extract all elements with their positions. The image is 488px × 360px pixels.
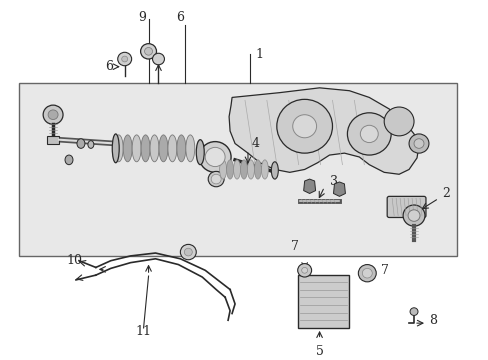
Bar — [297, 275, 349, 328]
Circle shape — [211, 174, 221, 184]
Ellipse shape — [233, 160, 240, 179]
Circle shape — [205, 147, 224, 167]
Text: 5: 5 — [315, 345, 323, 358]
FancyBboxPatch shape — [386, 196, 425, 217]
Circle shape — [407, 210, 419, 221]
Circle shape — [48, 110, 58, 120]
Circle shape — [346, 113, 390, 155]
Circle shape — [358, 265, 375, 282]
Circle shape — [413, 139, 423, 148]
Circle shape — [141, 44, 156, 59]
FancyBboxPatch shape — [47, 136, 59, 144]
Text: 3: 3 — [329, 175, 337, 188]
Ellipse shape — [150, 135, 159, 162]
Text: 9: 9 — [139, 11, 146, 24]
Polygon shape — [333, 182, 345, 196]
Ellipse shape — [141, 135, 150, 162]
Circle shape — [152, 53, 164, 65]
Ellipse shape — [240, 160, 247, 179]
Ellipse shape — [132, 135, 141, 162]
Text: 2: 2 — [441, 187, 449, 200]
Circle shape — [360, 125, 377, 143]
Polygon shape — [303, 179, 315, 193]
Circle shape — [122, 56, 127, 62]
Circle shape — [409, 308, 417, 315]
Ellipse shape — [261, 160, 268, 179]
Circle shape — [408, 134, 428, 153]
Circle shape — [208, 171, 224, 187]
Circle shape — [184, 248, 192, 256]
Ellipse shape — [177, 135, 185, 162]
Circle shape — [43, 105, 63, 124]
Text: 10: 10 — [67, 254, 83, 267]
Bar — [19, 83, 456, 256]
Ellipse shape — [159, 135, 167, 162]
Ellipse shape — [247, 160, 254, 179]
Circle shape — [276, 99, 332, 153]
Circle shape — [180, 244, 196, 260]
Circle shape — [199, 141, 231, 172]
Ellipse shape — [226, 160, 233, 179]
Circle shape — [292, 115, 316, 138]
Circle shape — [402, 205, 424, 226]
Text: 7: 7 — [290, 240, 298, 253]
Ellipse shape — [114, 135, 123, 162]
Ellipse shape — [219, 160, 226, 179]
Circle shape — [118, 52, 131, 66]
Ellipse shape — [77, 139, 85, 148]
Text: 4: 4 — [251, 137, 260, 150]
Text: 6: 6 — [104, 60, 113, 73]
Ellipse shape — [196, 140, 204, 165]
Circle shape — [384, 107, 413, 136]
Text: 1: 1 — [255, 48, 264, 61]
Circle shape — [144, 48, 152, 55]
Text: 11: 11 — [135, 325, 151, 338]
Ellipse shape — [254, 160, 261, 179]
Ellipse shape — [123, 135, 132, 162]
Circle shape — [297, 264, 311, 277]
Circle shape — [301, 267, 307, 273]
Polygon shape — [228, 88, 418, 174]
Ellipse shape — [88, 141, 94, 148]
Ellipse shape — [65, 155, 73, 165]
Ellipse shape — [167, 135, 177, 162]
Ellipse shape — [271, 162, 278, 179]
Circle shape — [362, 269, 371, 278]
Ellipse shape — [112, 134, 119, 163]
Text: 6: 6 — [176, 11, 184, 24]
Ellipse shape — [185, 135, 194, 162]
Text: 8: 8 — [428, 314, 436, 327]
Text: 7: 7 — [381, 264, 388, 277]
